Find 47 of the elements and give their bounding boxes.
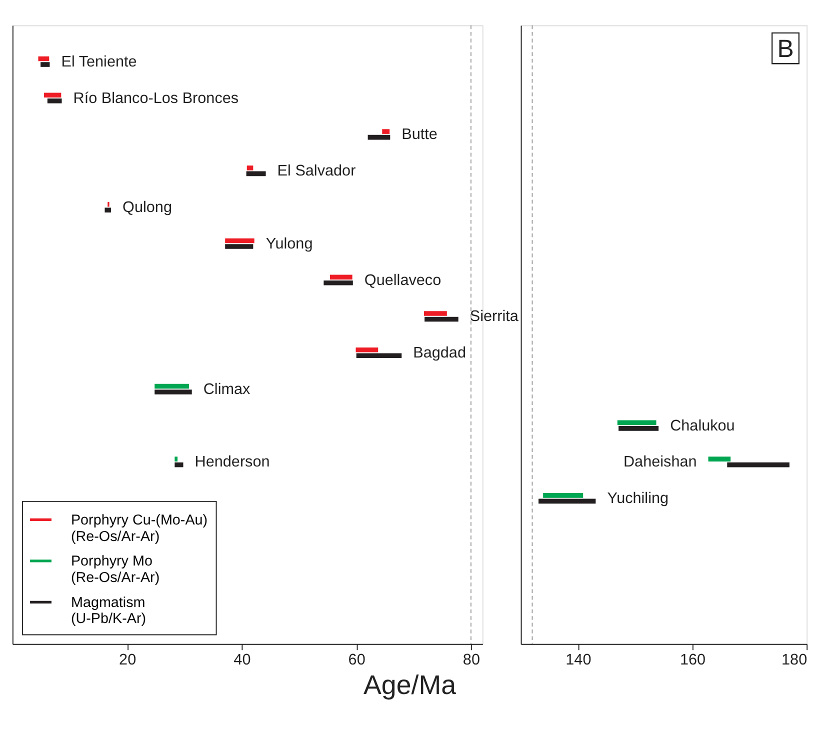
legend-label: Magmatism (U-Pb/K-Ar): [70, 594, 146, 628]
x-tick-label: 40: [234, 652, 251, 668]
y-tick-label: El Salvador: [277, 162, 356, 180]
annotation: B: [777, 34, 794, 63]
bar: [104, 208, 112, 212]
bar: [246, 166, 254, 170]
y-tick-label: El Teniente: [61, 53, 137, 70]
y-tick-label: Chalukou: [670, 417, 735, 434]
bar: [424, 316, 458, 322]
bar: [356, 353, 402, 358]
bar: [174, 462, 184, 468]
y-tick-label: Yuchiling: [607, 490, 669, 508]
bar: [154, 384, 189, 389]
y-tick-label: Quellaveco: [364, 272, 442, 289]
y-tick-label: Butte: [402, 126, 438, 144]
x-tick-label: 80: [462, 652, 480, 668]
x-axis-title: Age/Ma: [364, 670, 456, 700]
y-tick-label: Qulong: [122, 198, 172, 216]
bar: [174, 456, 178, 462]
bar: [38, 56, 50, 62]
legend-label: Porphyry Cu-(Mo-Au) (Re-Os/Ar-Ar): [70, 512, 208, 545]
bar: [382, 129, 390, 134]
bar: [225, 238, 254, 244]
y-tick-label: Sierrita: [470, 308, 519, 326]
y-tick-label: Daheishan: [623, 454, 697, 471]
bar: [246, 171, 266, 176]
x-tick-label: 60: [348, 652, 366, 668]
x-tick-label: 140: [566, 652, 592, 668]
bar: [225, 244, 254, 249]
bar: [368, 134, 390, 140]
bar: [44, 92, 62, 98]
bar: [356, 347, 378, 352]
bar: [324, 280, 353, 286]
bar: [424, 311, 447, 316]
x-tick-label: 180: [782, 652, 808, 668]
y-tick-label: Climax: [203, 380, 251, 398]
y-tick-label: Yulong: [266, 235, 313, 252]
x-tick-label: 20: [119, 652, 136, 668]
bar: [154, 390, 192, 394]
bar: [47, 98, 62, 104]
bar: [40, 62, 50, 67]
y-tick-label: Henderson: [194, 454, 270, 471]
x-tick-label: 160: [680, 652, 706, 668]
y-tick-label: Bagdad: [413, 344, 466, 362]
legend-label: Porphyry Mo (Re-Os/Ar-Ar): [70, 554, 160, 586]
bar: [330, 274, 352, 280]
y-tick-label: Río Blanco-Los Bronces: [73, 90, 239, 107]
